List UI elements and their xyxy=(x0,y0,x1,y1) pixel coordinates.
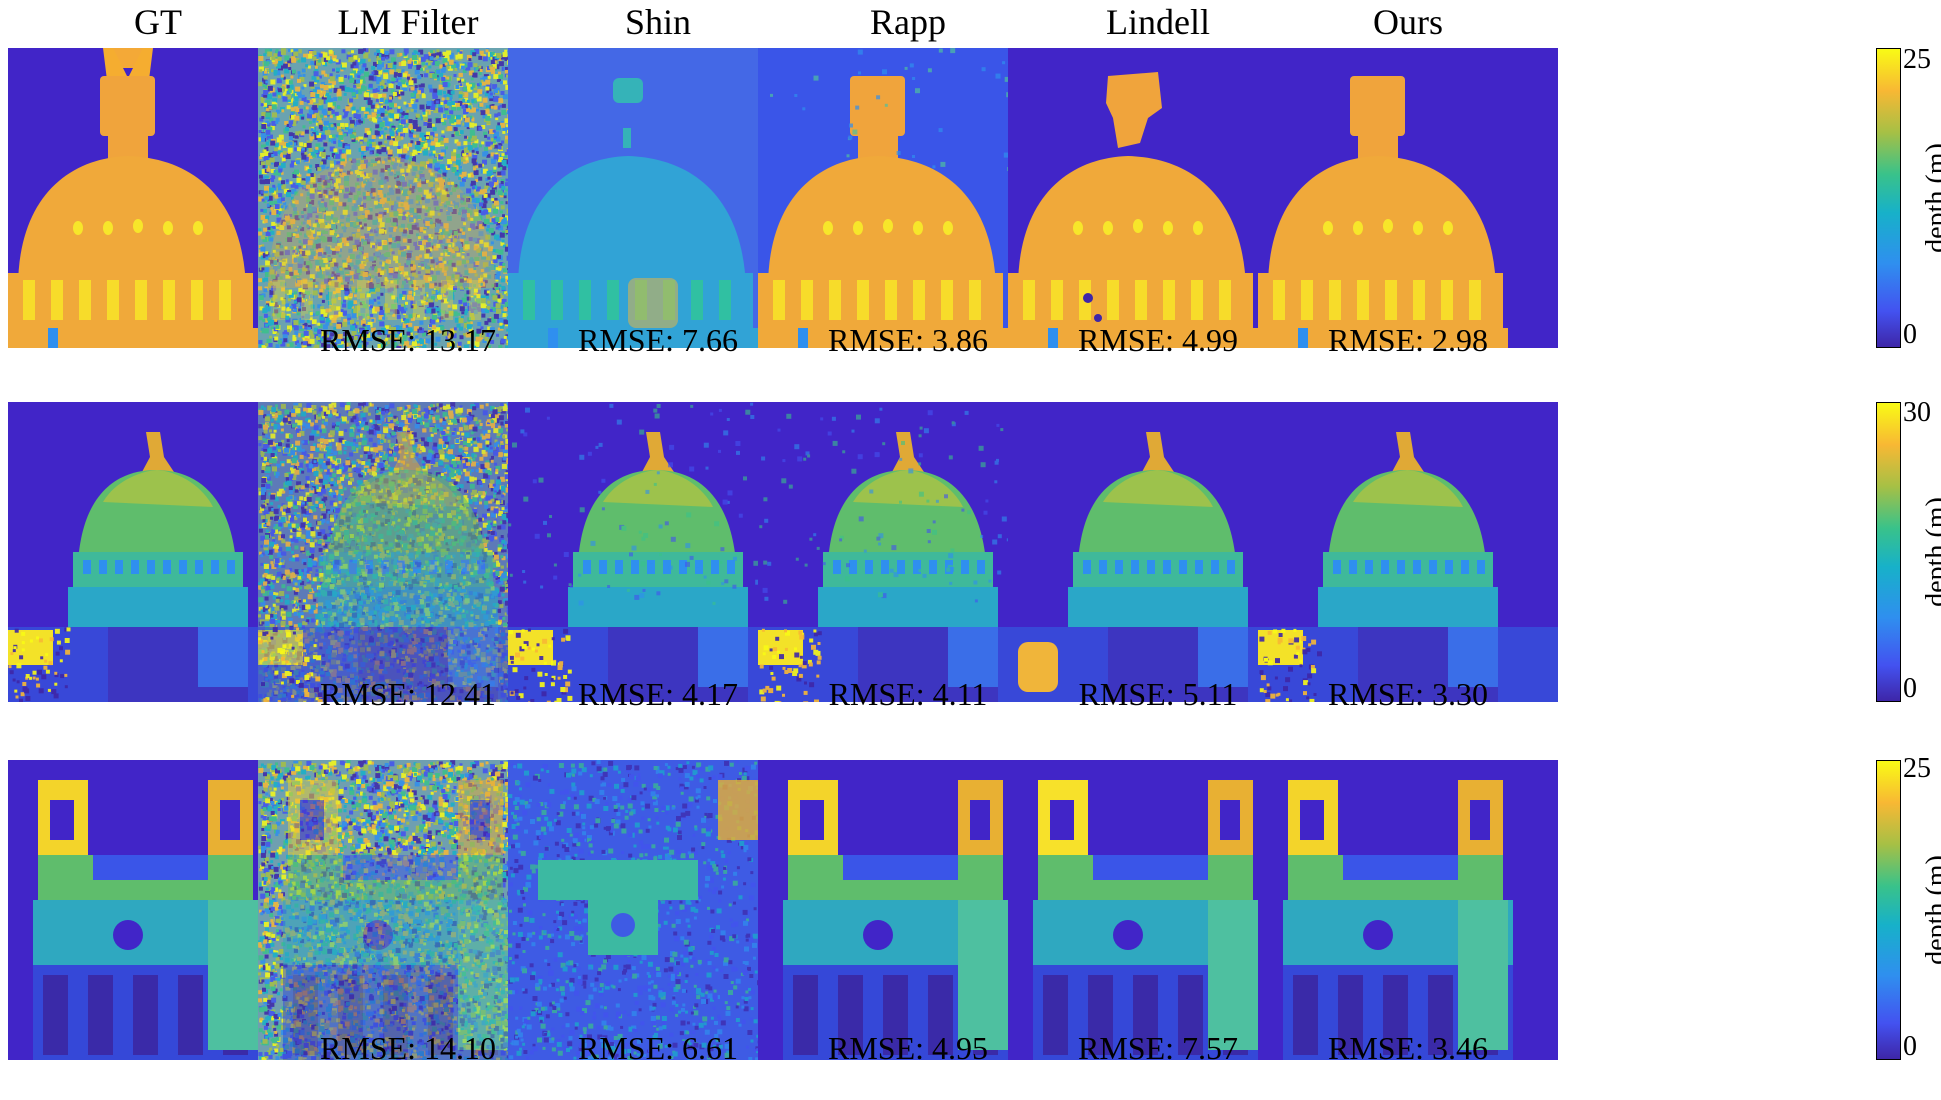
colorbar-axis-label: depth (m) xyxy=(1921,497,1941,607)
rmse-label: RMSE: 3.86 xyxy=(827,322,989,358)
depth-colorbar xyxy=(1876,48,1901,348)
rmse-label: RMSE: 12.41 xyxy=(319,676,497,712)
depth-map-row2-ours xyxy=(1258,402,1558,702)
rmse-label: RMSE: 4.17 xyxy=(577,676,739,712)
rmse-label: RMSE: 7.66 xyxy=(577,322,739,358)
rmse-label: RMSE: 4.95 xyxy=(827,1030,989,1066)
colorbar-min-tick: 0 xyxy=(1903,1031,1917,1062)
colorbar-axis-label: depth (m) xyxy=(1921,143,1941,253)
column-title-shin: Shin xyxy=(624,2,692,42)
colorbar-max-tick: 30 xyxy=(1903,397,1931,428)
column-title-gt: GT xyxy=(134,2,182,42)
colorbar-min-tick: 0 xyxy=(1903,319,1917,350)
rmse-label: RMSE: 13.17 xyxy=(319,322,497,358)
depth-colorbar xyxy=(1876,402,1901,702)
colorbar-max-tick: 25 xyxy=(1903,44,1931,75)
column-title-lindell: Lindell xyxy=(1106,2,1210,42)
depth-map-row3-ours xyxy=(1258,760,1558,1060)
column-title-lm-filter: LM Filter xyxy=(337,2,479,42)
depth-colorbar xyxy=(1876,760,1901,1060)
rmse-label: RMSE: 2.98 xyxy=(1327,322,1489,358)
column-title-rapp: Rapp xyxy=(870,2,946,42)
colorbar-min-tick: 0 xyxy=(1903,673,1917,704)
rmse-label: RMSE: 4.99 xyxy=(1077,322,1239,358)
colorbar-max-tick: 25 xyxy=(1903,753,1931,784)
rmse-label: RMSE: 5.11 xyxy=(1078,676,1238,712)
rmse-label: RMSE: 3.46 xyxy=(1327,1030,1489,1066)
colorbar-axis-label: depth (m) xyxy=(1921,855,1941,965)
rmse-label: RMSE: 7.57 xyxy=(1077,1030,1239,1066)
rmse-label: RMSE: 6.61 xyxy=(577,1030,739,1066)
rmse-label: RMSE: 14.10 xyxy=(319,1030,497,1066)
rmse-label: RMSE: 4.11 xyxy=(828,676,988,712)
rmse-label: RMSE: 3.30 xyxy=(1327,676,1489,712)
column-title-ours: Ours xyxy=(1373,2,1443,42)
depth-map-row1-ours xyxy=(1258,48,1558,348)
